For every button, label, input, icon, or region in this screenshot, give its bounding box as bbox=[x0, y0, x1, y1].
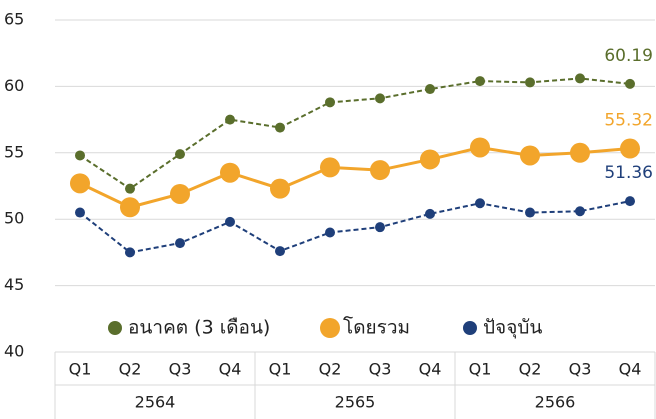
point bbox=[575, 206, 585, 217]
x-tick-label: Q3 bbox=[369, 360, 392, 379]
y-tick-label: 60 bbox=[4, 76, 24, 95]
point bbox=[620, 138, 640, 159]
point bbox=[370, 160, 390, 181]
point bbox=[175, 238, 185, 249]
legend-marker bbox=[463, 321, 477, 335]
x-tick-label: Q4 bbox=[619, 360, 642, 379]
x-tick-label: Q1 bbox=[469, 360, 492, 379]
point bbox=[75, 150, 85, 161]
point bbox=[120, 197, 140, 218]
x-tick-label: Q1 bbox=[269, 360, 292, 379]
point bbox=[125, 247, 135, 258]
point bbox=[420, 149, 440, 170]
legend-label: ปัจจุบัน bbox=[483, 317, 542, 340]
point bbox=[225, 114, 235, 125]
point bbox=[275, 122, 285, 133]
y-tick-label: 65 bbox=[4, 10, 24, 29]
y-tick-label: 55 bbox=[4, 142, 24, 161]
point bbox=[475, 198, 485, 209]
legend-label: อนาคต (3 เดือน) bbox=[128, 317, 270, 339]
point bbox=[320, 157, 340, 178]
point bbox=[475, 76, 485, 87]
point bbox=[625, 196, 635, 207]
point bbox=[375, 93, 385, 104]
series-line bbox=[79, 145, 631, 209]
point bbox=[470, 137, 490, 158]
series-line bbox=[79, 77, 631, 190]
x-group-label: 2566 bbox=[535, 393, 576, 412]
x-tick-label: Q3 bbox=[169, 360, 192, 379]
point bbox=[425, 84, 435, 95]
point bbox=[220, 162, 240, 183]
point bbox=[270, 178, 290, 199]
x-tick-label: Q2 bbox=[519, 360, 542, 379]
point bbox=[325, 97, 335, 108]
value-label: 60.19 bbox=[604, 46, 653, 66]
point bbox=[170, 183, 190, 204]
x-group-label: 2564 bbox=[135, 393, 176, 412]
point bbox=[520, 145, 540, 166]
point bbox=[75, 207, 85, 218]
legend-marker bbox=[108, 321, 122, 335]
x-tick-label: Q4 bbox=[419, 360, 442, 379]
point bbox=[325, 227, 335, 238]
value-label: 55.32 bbox=[604, 111, 653, 131]
point bbox=[570, 142, 590, 163]
y-tick-label: 40 bbox=[4, 342, 24, 361]
x-tick-label: Q2 bbox=[319, 360, 342, 379]
point bbox=[70, 173, 90, 194]
point bbox=[525, 207, 535, 218]
value-label: 51.36 bbox=[604, 163, 653, 183]
x-tick-label: Q4 bbox=[219, 360, 242, 379]
point bbox=[375, 222, 385, 233]
y-tick-label: 50 bbox=[4, 209, 24, 228]
x-tick-label: Q3 bbox=[569, 360, 592, 379]
point bbox=[225, 216, 235, 227]
y-tick-label: 45 bbox=[4, 275, 24, 294]
x-tick-label: Q1 bbox=[69, 360, 92, 379]
legend-marker bbox=[320, 318, 340, 338]
point bbox=[425, 208, 435, 219]
x-tick-label: Q2 bbox=[119, 360, 142, 379]
point bbox=[175, 149, 185, 160]
legend-label: โดยรวม bbox=[343, 316, 410, 339]
x-group-label: 2565 bbox=[335, 393, 376, 412]
point bbox=[575, 73, 585, 84]
point bbox=[125, 183, 135, 194]
point bbox=[625, 78, 635, 89]
point bbox=[525, 77, 535, 88]
point bbox=[275, 246, 285, 257]
series-line bbox=[79, 200, 631, 254]
